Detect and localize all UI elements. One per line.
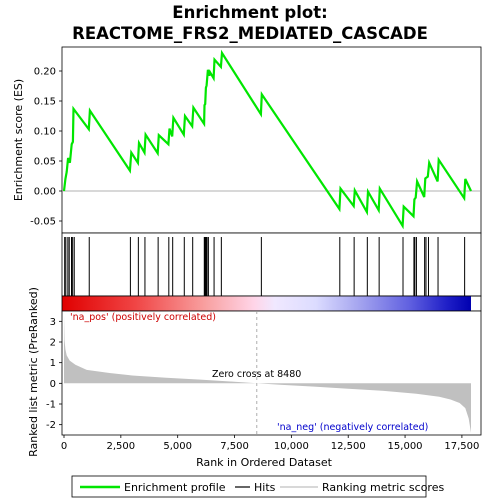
positive-correlation-label: 'na_pos' (positively correlated) — [70, 312, 216, 323]
rank-y-axis-label: Ranked list metric (PreRanked) — [27, 287, 40, 457]
legend-metric-label: Ranking metric scores — [322, 481, 444, 494]
xtick-label: 5,000 — [163, 441, 192, 452]
hit-markers — [64, 237, 466, 296]
legend-enrichment-label: Enrichment profile — [124, 481, 226, 494]
es-ytick-label: 0.05 — [34, 157, 56, 168]
rank-ytick-label: 2 — [50, 338, 56, 349]
negative-correlation-label: 'na_neg' (negatively correlated) — [277, 422, 428, 433]
rank-ytick-label: 3 — [50, 317, 56, 328]
es-ytick-label: 0.10 — [34, 127, 56, 138]
rank-panel-frame — [61, 310, 482, 436]
rank-color-bar — [62, 296, 471, 311]
es-y-axis: -0.05 0.00 0.05 0.10 0.15 0.20 — [30, 67, 62, 228]
rank-ytick-label: 0 — [50, 379, 56, 390]
x-axis-label: Rank in Ordered Dataset — [196, 456, 333, 469]
xtick-label: 15,000 — [388, 441, 423, 452]
xtick-label: 2,500 — [107, 441, 136, 452]
es-ytick-label: -0.05 — [30, 217, 56, 228]
xtick-label: 17,500 — [444, 441, 479, 452]
es-ytick-label: 0.00 — [34, 187, 56, 198]
chart-title-line1: Enrichment plot: — [172, 3, 327, 22]
es-ytick-label: 0.15 — [34, 97, 56, 108]
legend-hits-label: Hits — [254, 481, 276, 494]
es-ytick-label: 0.20 — [34, 67, 56, 78]
es-panel-frame — [61, 46, 482, 234]
rank-ytick-label: -2 — [46, 420, 56, 431]
xtick-label: 7,500 — [220, 441, 249, 452]
rank-ytick-label: 1 — [50, 358, 56, 369]
xtick-label: 12,500 — [331, 441, 366, 452]
zero-cross-label: Zero cross at 8480 — [212, 369, 301, 380]
enrichment-profile-line — [62, 49, 472, 230]
es-y-axis-label: Enrichment score (ES) — [12, 79, 25, 201]
chart-title-line2: REACTOME_FRS2_MEDIATED_CASCADE — [72, 24, 428, 43]
rank-axes: -2 -1 0 1 2 3 0 2,500 5,000 7,500 10,000 12,500 15,0… — [46, 317, 479, 452]
rank-ytick-label: -1 — [46, 400, 56, 411]
xtick-label: 10,000 — [274, 441, 309, 452]
xtick-label: 0 — [61, 441, 67, 452]
hits-panel-frame — [61, 232, 482, 297]
